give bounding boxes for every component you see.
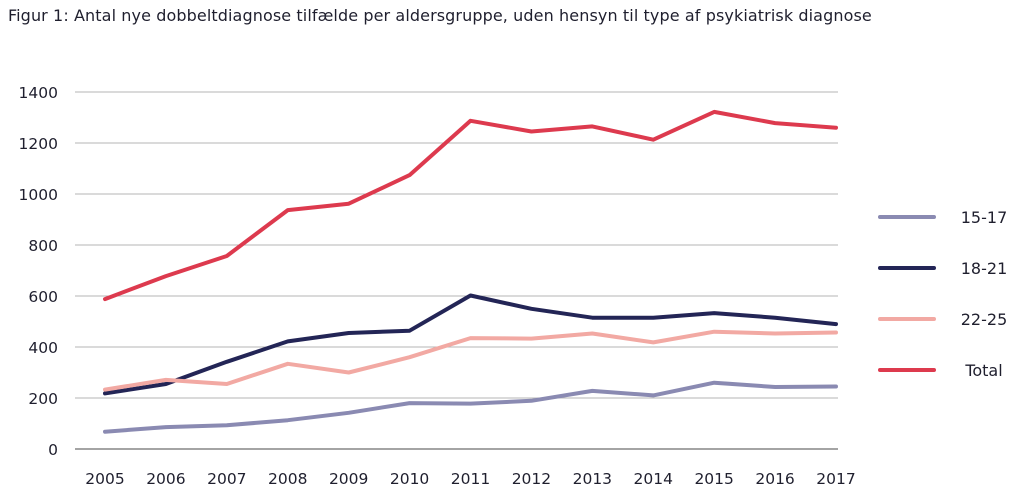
- series-line-22-25: [103, 329, 838, 392]
- x-tick-label: 2007: [207, 470, 246, 488]
- grid-lines: [75, 91, 838, 450]
- x-tick-label: 2008: [268, 470, 307, 488]
- chart-title: Figur 1: Antal nye dobbeltdiagnose tilfæ…: [8, 6, 872, 25]
- x-tick-label: 2012: [512, 470, 551, 488]
- y-tick-label: 1000: [19, 186, 58, 204]
- x-tick-label: 2017: [816, 470, 855, 488]
- series-lines: [103, 109, 838, 434]
- legend-label: 18-21: [961, 259, 1008, 278]
- x-tick-label: 2009: [329, 470, 368, 488]
- x-tick-label: 2005: [85, 470, 124, 488]
- x-axis-ticks: 2005 2006 2007 2008 2009 2010 2011 2012 2013 2014…: [85, 470, 855, 488]
- x-tick-label: 2010: [390, 470, 429, 488]
- x-tick-label: 2014: [634, 470, 673, 488]
- x-tick-label: 2011: [451, 470, 490, 488]
- legend-label: Total: [964, 361, 1002, 380]
- y-tick-label: 0: [48, 441, 58, 459]
- y-tick-label: 600: [28, 288, 58, 306]
- y-axis-ticks: 0 200 400 600 800 1000 1200 1400: [19, 84, 58, 459]
- y-tick-label: 800: [28, 237, 58, 255]
- x-tick-label: 2016: [755, 470, 794, 488]
- series-line-18-21: [103, 293, 838, 396]
- legend-label: 22-25: [961, 310, 1008, 329]
- legend-label: 15-17: [961, 208, 1008, 227]
- legend: 15-17 18-21 22-25 Total: [878, 208, 1008, 380]
- x-tick-label: 2006: [146, 470, 185, 488]
- y-tick-label: 200: [28, 390, 58, 408]
- x-tick-label: 2015: [694, 470, 733, 488]
- x-tick-label: 2013: [573, 470, 612, 488]
- y-tick-label: 1200: [19, 135, 58, 153]
- y-tick-label: 400: [28, 339, 58, 357]
- series-line-total: [103, 109, 838, 302]
- series-line-15-17: [103, 380, 838, 434]
- y-tick-label: 1400: [19, 84, 58, 102]
